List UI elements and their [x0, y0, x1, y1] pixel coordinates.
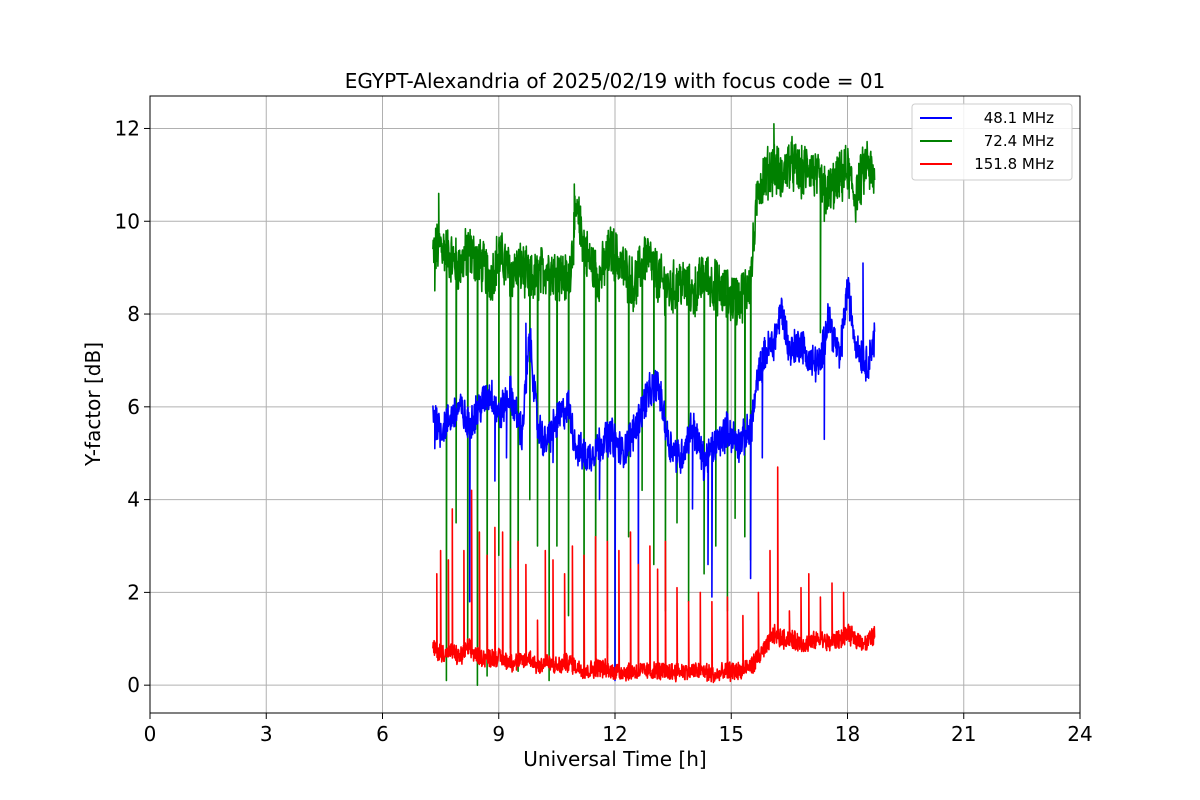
y-axis: 0 2 4 6 8 10 12: [115, 116, 150, 697]
y-tick-label: 0: [127, 673, 140, 697]
series-line-green: [432, 123, 876, 686]
series-line-blue: [432, 262, 876, 682]
x-tick-label: 15: [719, 722, 744, 746]
legend: 48.1 MHz 72.4 MHz 151.8 MHz: [911, 103, 1073, 181]
legend-label: 151.8 MHz: [974, 155, 1054, 173]
x-tick-label: 6: [376, 722, 389, 746]
x-tick-label: 12: [602, 722, 627, 746]
y-tick-label: 8: [127, 302, 140, 326]
x-tick-label: 3: [260, 722, 273, 746]
legend-label: 48.1 MHz: [984, 109, 1054, 127]
x-tick-label: 21: [951, 722, 976, 746]
x-tick-label: 18: [835, 722, 860, 746]
legend-box: [911, 103, 1073, 181]
y-tick-label: 2: [127, 580, 140, 604]
y-tick-label: 4: [127, 488, 140, 512]
x-axis-title: Universal Time [h]: [523, 747, 706, 771]
y-tick-label: 6: [127, 395, 140, 419]
y-tick-label: 10: [115, 209, 140, 233]
x-tick-label: 0: [144, 722, 157, 746]
x-tick-label: 9: [492, 722, 505, 746]
x-tick-label: 24: [1067, 722, 1092, 746]
series-layer: [432, 123, 876, 686]
chart-title: EGYPT-Alexandria of 2025/02/19 with focu…: [345, 69, 886, 93]
y-axis-title: Y-factor [dB]: [81, 342, 105, 467]
x-axis: 0 3 6 9 12 15 18 21 24: [144, 713, 1093, 746]
legend-label: 72.4 MHz: [984, 132, 1054, 150]
series-line-red: [432, 466, 876, 684]
y-tick-label: 12: [115, 116, 140, 140]
